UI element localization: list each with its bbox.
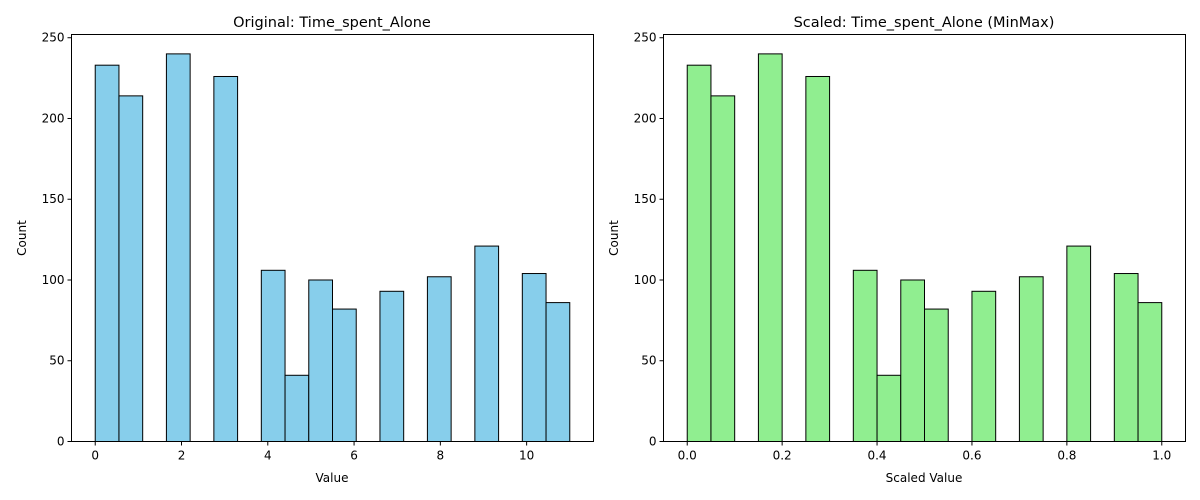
x-axis-ticks: 0 2 4 6 8 10: [91, 441, 534, 463]
histogram-bar-5: [876, 374, 902, 442]
x-tick-label: 2: [178, 449, 186, 463]
plot-frame: [663, 34, 1186, 442]
histogram-bar-4: [852, 269, 878, 442]
plot-frame: [71, 34, 594, 442]
histogram-bar-1: [118, 95, 144, 442]
y-tick-label: 100: [42, 273, 65, 287]
x-axis-label: Scaled Value: [886, 471, 963, 485]
histogram-bar-6: [900, 279, 925, 442]
histogram-bar-7: [924, 308, 949, 443]
histogram-bar-4: [260, 269, 286, 442]
histogram-bar-0: [94, 64, 120, 443]
x-tick-label: 6: [350, 449, 358, 463]
histogram-bar-7: [332, 308, 357, 443]
histogram-bar-8: [379, 290, 405, 442]
y-tick-label: 250: [42, 31, 65, 45]
x-tick-label: 0.0: [678, 449, 697, 463]
x-tick-label: 10: [519, 449, 534, 463]
x-tick-label: 0.6: [962, 449, 981, 463]
bars-group: [94, 53, 571, 443]
histogram-bar-3: [805, 75, 831, 442]
original-histogram-panel: Original: Time_spent_Alone 0 2 4 6 8 10 0 50 10…: [15, 15, 594, 485]
y-axis-label: Count: [15, 220, 29, 256]
x-axis-ticks: 0.0 0.2 0.4 0.6 0.8 1.0: [678, 441, 1171, 463]
chart-title: Original: Time_spent_Alone: [233, 15, 431, 31]
y-tick-label: 0: [57, 435, 65, 449]
y-tick-label: 50: [641, 354, 656, 368]
x-axis-label: Value: [316, 471, 349, 485]
x-tick-label: 8: [437, 449, 445, 463]
histogram-bar-3: [213, 75, 239, 442]
y-tick-label: 200: [42, 111, 65, 125]
y-tick-label: 150: [634, 192, 657, 206]
histogram-bar-5: [284, 374, 310, 442]
x-tick-label: 0.2: [773, 449, 792, 463]
y-axis-ticks: 0 50 100 150 200 250: [634, 31, 664, 449]
histogram-bar-8: [971, 290, 997, 442]
histogram-bar-2: [757, 53, 783, 442]
y-tick-label: 50: [49, 354, 64, 368]
y-axis-label: Count: [607, 220, 621, 256]
y-tick-label: 200: [634, 111, 657, 125]
histogram-bar-0: [686, 64, 712, 443]
histogram-bar-1: [710, 95, 736, 442]
scaled-histogram-panel: Scaled: Time_spent_Alone (MinMax) 0.0 0.2…: [607, 15, 1186, 485]
x-tick-label: 0: [91, 449, 99, 463]
y-tick-label: 250: [634, 31, 657, 45]
histogram-bar-11: [1113, 273, 1139, 442]
x-tick-label: 1.0: [1152, 449, 1171, 463]
histogram-bar-6: [308, 279, 334, 442]
y-tick-label: 100: [634, 273, 657, 287]
histogram-bar-9: [426, 276, 452, 442]
x-tick-label: 0.4: [867, 449, 886, 463]
histogram-bar-10: [474, 245, 500, 442]
histogram-bar-12: [545, 302, 571, 442]
x-tick-label: 4: [264, 449, 272, 463]
histogram-bar-12: [1137, 302, 1163, 442]
histogram-bar-11: [521, 273, 547, 442]
y-tick-label: 0: [649, 435, 657, 449]
histogram-bar-2: [165, 53, 191, 442]
x-tick-label: 0.8: [1057, 449, 1076, 463]
histogram-bar-10: [1066, 245, 1092, 442]
histogram-bar-9: [1018, 276, 1044, 442]
y-tick-label: 150: [42, 192, 65, 206]
chart-title: Scaled: Time_spent_Alone (MinMax): [794, 15, 1055, 31]
y-axis-ticks: 0 50 100 150 200 250: [42, 31, 72, 449]
bars-group: [686, 53, 1163, 443]
